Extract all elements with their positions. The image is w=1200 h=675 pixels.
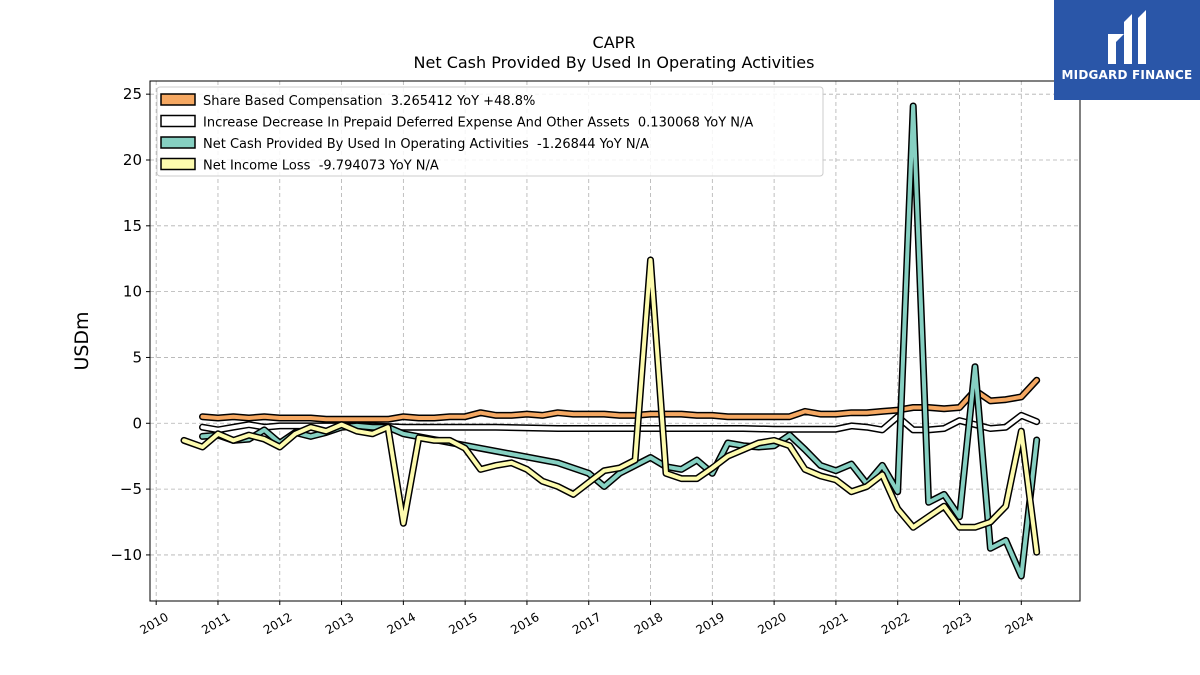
y-tick-label: −5 <box>120 480 142 498</box>
legend-label: Net Cash Provided By Used In Operating A… <box>203 137 649 152</box>
legend-swatch <box>160 93 196 106</box>
legend-label: Share Based Compensation 3.265412 YoY +4… <box>203 94 535 109</box>
y-tick-label: −10 <box>110 546 142 564</box>
y-tick-label: 25 <box>123 85 142 103</box>
legend-swatch <box>160 136 196 149</box>
y-tick-label: 0 <box>132 414 142 432</box>
legend-label: Net Income Loss -9.794073 YoY N/A <box>203 159 439 174</box>
series-lines <box>180 102 1041 580</box>
series-line <box>200 413 1039 432</box>
legend-box <box>156 86 824 177</box>
x-tick-label: 2020 <box>755 610 788 637</box>
x-tick-label: 2022 <box>879 610 912 637</box>
legend-swatch <box>160 157 196 171</box>
y-tick-label: 15 <box>123 217 142 235</box>
series-line <box>182 258 1039 555</box>
y-tick-label: 5 <box>132 348 142 366</box>
chart-title: CAPR <box>593 33 636 52</box>
x-tick-label: 2011 <box>199 610 232 637</box>
x-tick-label: 2018 <box>632 610 665 637</box>
x-tick-label: 2012 <box>261 610 294 637</box>
x-tick-label: 2016 <box>508 610 541 637</box>
legend: Share Based Compensation 3.265412 YoY +4… <box>156 86 824 177</box>
x-tick-label: 2017 <box>570 610 603 637</box>
series-line <box>200 378 1039 422</box>
midgard-finance-logo: MIDGARD FINANCE <box>1054 0 1200 100</box>
series-line <box>200 104 1039 578</box>
logo-text: MIDGARD FINANCE <box>1061 68 1193 82</box>
x-tick-label: 2019 <box>694 610 727 637</box>
legend-swatch <box>160 114 196 128</box>
x-tick-label: 2021 <box>817 610 850 637</box>
y-tick-label: 10 <box>123 283 142 301</box>
midgard-m-logo-icon <box>1108 10 1146 64</box>
y-axis-label: USDm <box>71 311 93 370</box>
x-tick-label: 2013 <box>323 610 356 637</box>
x-tick-label: 2015 <box>446 610 479 637</box>
plot-frame <box>149 80 1081 602</box>
x-tick-label: 2014 <box>385 610 418 637</box>
y-tick-label: 20 <box>123 151 142 169</box>
legend-label: Increase Decrease In Prepaid Deferred Ex… <box>203 116 753 131</box>
x-tick-label: 2010 <box>137 610 170 637</box>
x-tick-label: 2024 <box>1003 610 1036 637</box>
chart-subtitle: Net Cash Provided By Used In Operating A… <box>414 53 815 72</box>
x-tick-label: 2023 <box>941 610 974 637</box>
